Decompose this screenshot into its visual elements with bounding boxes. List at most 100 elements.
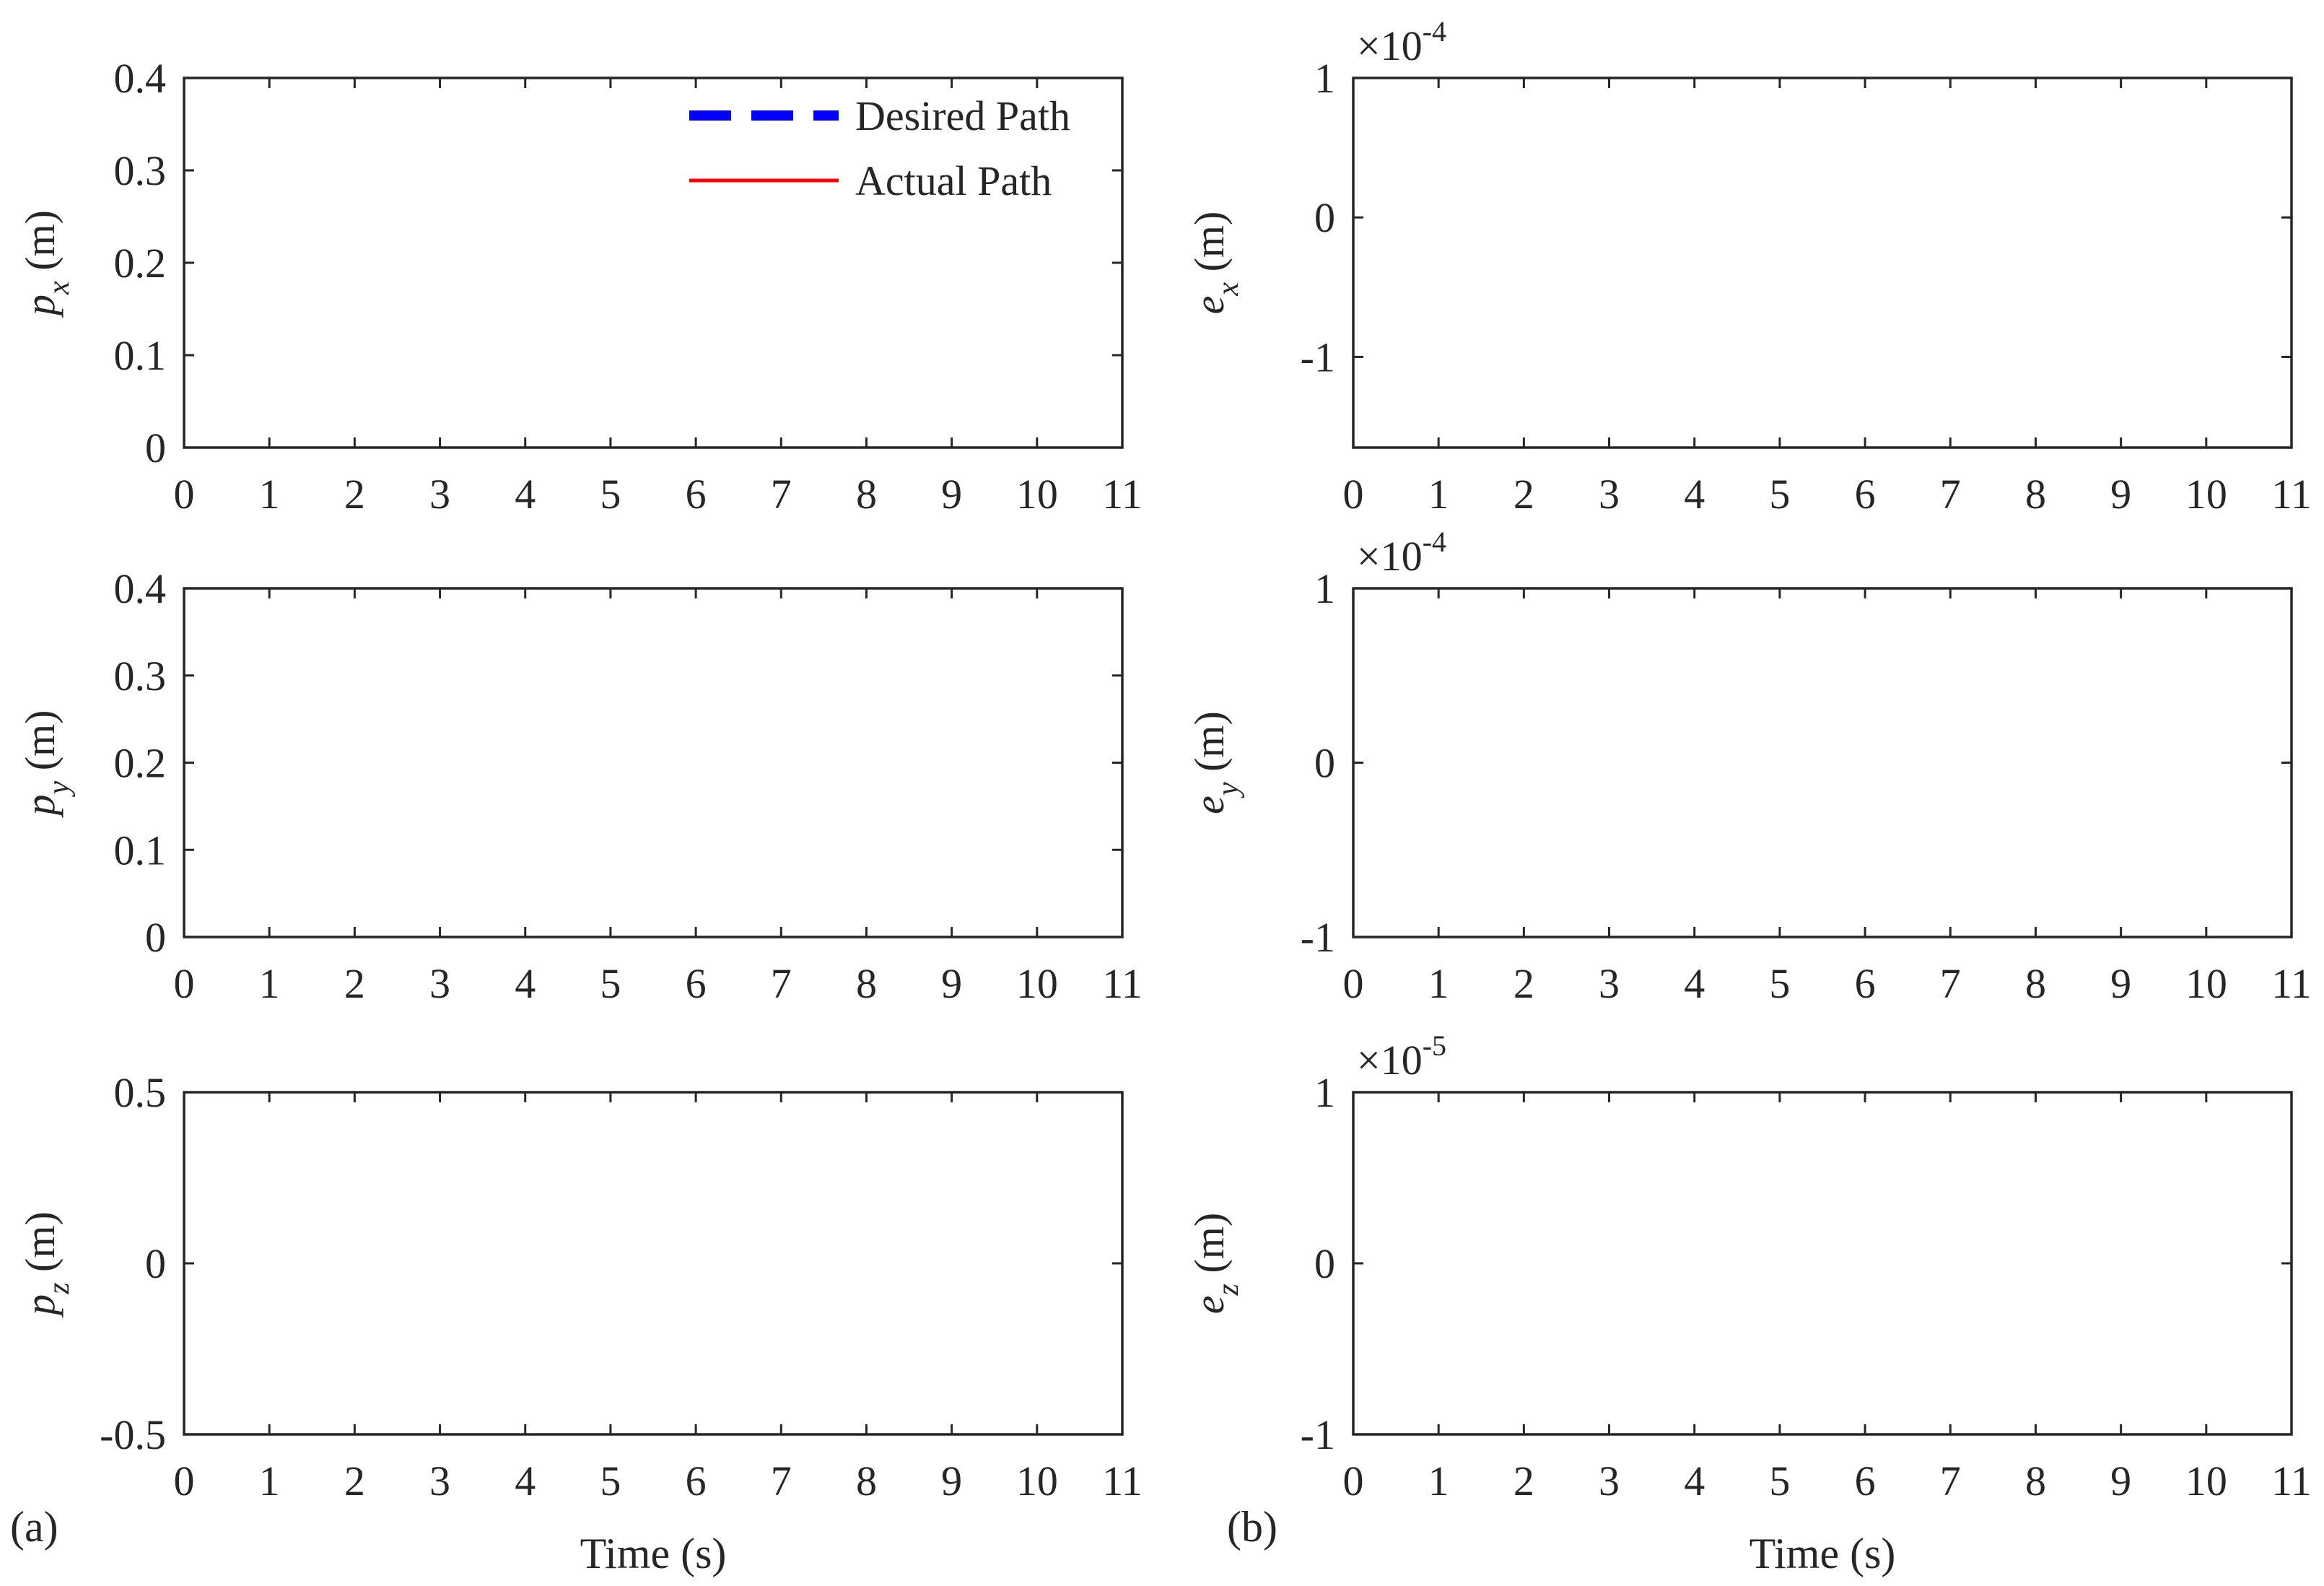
x-tick-label: 1	[1428, 471, 1449, 518]
x-tick-label: 6	[686, 960, 707, 1007]
x-tick-label: 5	[1769, 960, 1790, 1007]
x-tick-label: 1	[259, 1458, 280, 1504]
y-tick-label: -1	[1301, 1411, 1335, 1458]
x-tick-label: 7	[771, 1458, 792, 1504]
axes-frame	[1352, 77, 2293, 449]
axes-frame	[1352, 1091, 2293, 1436]
chart-py: 0 1 2 3 4 5 6 7 8 9 10 11 0 0.1 0.2 0.3 0.4 py (m)	[17, 565, 1143, 1007]
x-tick-label: 5	[600, 471, 621, 518]
chart-ex: 0 1 2 3 4 5 6 7 8 9 10 11 -1 0 1 ×10-4 ex (m)	[1186, 15, 2312, 518]
x-tick-label: 3	[429, 1458, 450, 1504]
x-tick-label: 4	[1684, 471, 1705, 518]
x-tick-label: 6	[686, 1458, 707, 1504]
x-tick-label: 11	[2271, 960, 2312, 1007]
x-tick-label: 5	[600, 960, 621, 1007]
y-tick-label: 0	[1314, 194, 1335, 241]
y-tick-label: 0	[145, 424, 166, 471]
chart-pz: 0 1 2 3 4 5 6 7 8 9 10 11-0.500.5pz (m)Time (s)	[17, 1069, 1143, 1577]
x-tick-label: 10	[1016, 960, 1058, 1007]
x-tick-label: 2	[1513, 1458, 1534, 1504]
y-tick-label: 0.1	[114, 332, 167, 379]
y-multiplier: ×10-5	[1357, 1029, 1446, 1084]
x-tick-label: 3	[429, 960, 450, 1007]
legend-actual-label: Actual Path	[855, 157, 1052, 204]
x-tick-label: 4	[515, 471, 536, 518]
x-tick-label: 3	[429, 471, 450, 518]
x-tick-label: 2	[1513, 471, 1534, 518]
x-tick-label: 0	[1343, 471, 1364, 518]
y-axis-label: ex (m)	[1186, 212, 1245, 315]
x-tick-label: 0	[174, 471, 195, 518]
x-tick-label: 1	[259, 471, 280, 518]
x-tick-label: 10	[1016, 1458, 1058, 1504]
y-tick-label: 0.5	[114, 1069, 167, 1116]
x-tick-label: 7	[1940, 471, 1961, 518]
x-tick-label: 8	[856, 471, 877, 518]
x-tick-label: 3	[1599, 960, 1620, 1007]
x-tick-label: 9	[2110, 471, 2131, 518]
x-tick-label: 2	[1513, 960, 1534, 1007]
y-multiplier: ×10-4	[1357, 526, 1446, 580]
x-tick-label: 0	[1343, 1458, 1364, 1504]
x-tick-label: 0	[174, 1458, 195, 1504]
x-tick-label: 3	[1599, 471, 1620, 518]
y-tick-label: 0.3	[114, 653, 167, 700]
chart-ey: 0 1 2 3 4 5 6 7 8 9 10 11-101×10-4ey (m)	[1186, 526, 2312, 1007]
y-tick-label: 1	[1314, 55, 1335, 102]
y-tick-label: 0.4	[114, 565, 167, 612]
y-axis-label: py (m)	[17, 710, 76, 819]
x-tick-label: 4	[1684, 960, 1705, 1007]
y-tick-label: 0.1	[114, 827, 167, 873]
y-tick-label: 0.3	[114, 147, 167, 194]
chart-ez: 0 1 2 3 4 5 6 7 8 9 10 11-101×10-5ez (m)Time (s)	[1186, 1029, 2312, 1577]
y-tick-label: 0.4	[114, 55, 167, 102]
x-tick-label: 0	[174, 960, 195, 1007]
x-tick-label: 11	[1102, 1458, 1143, 1504]
x-tick-label: 4	[515, 1458, 536, 1504]
x-tick-label: 3	[1599, 1458, 1620, 1504]
x-tick-label: 11	[1102, 471, 1143, 518]
x-tick-label: 0	[1343, 960, 1364, 1007]
x-tick-label: 1	[1428, 960, 1449, 1007]
axes-frame	[1352, 587, 2293, 938]
panel-label-b: (b)	[1227, 1503, 1277, 1551]
y-tick-label: 0	[145, 914, 166, 961]
x-tick-label: 8	[2025, 1458, 2046, 1504]
x-tick-label: 1	[259, 960, 280, 1007]
x-tick-label: 11	[1102, 960, 1143, 1007]
y-tick-label: -1	[1301, 914, 1335, 961]
y-tick-label: 0.2	[114, 240, 167, 287]
legend: Desired Path Actual Path	[689, 92, 1070, 204]
x-tick-label: 2	[344, 471, 365, 518]
x-tick-label: 10	[2185, 960, 2227, 1007]
x-tick-label: 7	[771, 471, 792, 518]
x-tick-label: 4	[1684, 1458, 1705, 1504]
y-axis-label: px (m)	[17, 210, 76, 318]
y-tick-label: 0	[1314, 740, 1335, 787]
x-tick-label: 9	[2110, 960, 2131, 1007]
x-tick-label: 10	[1016, 471, 1058, 518]
y-tick-label: -1	[1301, 334, 1335, 380]
x-tick-label: 8	[856, 960, 877, 1007]
x-tick-label: 1	[1428, 1458, 1449, 1504]
x-tick-label: 6	[1855, 960, 1876, 1007]
x-tick-label: 7	[1940, 1458, 1961, 1504]
y-tick-label: 0.2	[114, 740, 167, 787]
y-tick-label: 1	[1314, 565, 1335, 612]
x-tick-label: 11	[2271, 1458, 2312, 1504]
x-axis-label: Time (s)	[1749, 1530, 1896, 1577]
y-axis-label: pz (m)	[17, 1211, 76, 1318]
x-tick-label: 10	[2185, 1458, 2227, 1504]
panel-label-a: (a)	[10, 1503, 58, 1551]
x-tick-label: 8	[856, 1458, 877, 1504]
y-axis-label: ey (m)	[1186, 711, 1245, 814]
x-tick-label: 11	[2271, 471, 2312, 518]
legend-desired-label: Desired Path	[855, 92, 1070, 139]
x-tick-label: 8	[2025, 960, 2046, 1007]
x-tick-label: 9	[2110, 1458, 2131, 1504]
x-tick-label: 8	[2025, 471, 2046, 518]
axes-frame	[183, 1091, 1124, 1436]
y-tick-label: 0	[1314, 1240, 1335, 1287]
